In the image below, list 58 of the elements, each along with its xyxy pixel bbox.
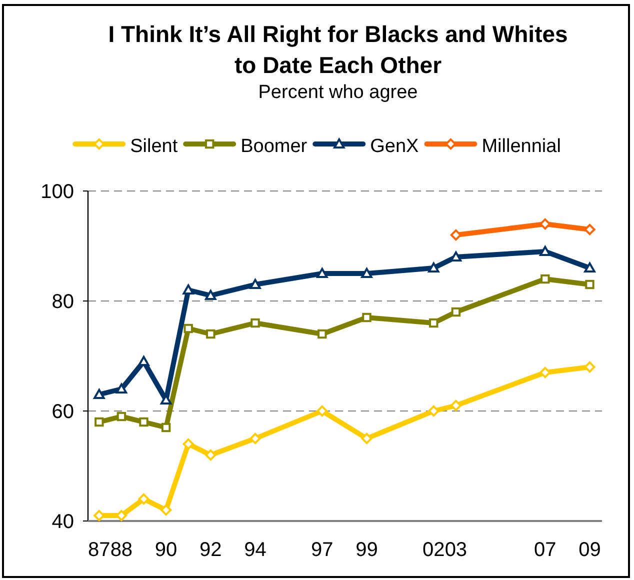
point — [94, 388, 105, 399]
point — [94, 417, 104, 427]
point — [428, 405, 440, 417]
y-tick-label: 100 — [40, 181, 74, 203]
chart-subtitle: Percent who agree — [258, 82, 418, 103]
x-tick-label: 09 — [578, 539, 601, 561]
y-tick-label: 40 — [52, 511, 74, 533]
point — [540, 246, 551, 256]
x-tick-label: 87 — [88, 539, 110, 561]
point — [116, 383, 128, 394]
point — [182, 438, 194, 450]
point — [428, 262, 440, 272]
point — [584, 361, 596, 373]
x-tick-label: 03 — [444, 539, 468, 561]
point — [584, 224, 596, 236]
x-tick-label: 07 — [534, 539, 556, 561]
point — [540, 274, 550, 284]
point — [138, 493, 150, 505]
point — [585, 280, 594, 290]
x-tick-label: 02 — [422, 539, 445, 561]
point — [160, 504, 172, 516]
legend-label: Boomer — [240, 136, 308, 157]
x-tick-label: 90 — [154, 539, 178, 561]
point — [451, 307, 461, 317]
legend-label: Silent — [130, 136, 178, 157]
point — [116, 412, 126, 422]
point — [250, 278, 261, 289]
legend-label: Millennial — [482, 136, 561, 157]
chart-title: I Think It’s All Right for Blacks and Whites to Date Each Other — [108, 21, 568, 78]
point — [450, 400, 462, 412]
point — [184, 324, 193, 334]
point — [362, 312, 372, 322]
point — [205, 449, 216, 461]
point — [182, 284, 194, 294]
point — [161, 422, 171, 432]
y-tick-label: 80 — [52, 291, 74, 313]
point — [316, 405, 328, 417]
x-tick-label: 88 — [110, 539, 133, 561]
point — [138, 356, 150, 366]
point — [316, 268, 328, 278]
point — [250, 432, 261, 444]
point — [540, 218, 551, 230]
point — [250, 318, 260, 328]
point — [318, 329, 327, 339]
point — [361, 268, 372, 278]
point — [361, 432, 372, 444]
point — [206, 329, 216, 339]
point — [205, 290, 216, 300]
x-tick-label: 92 — [200, 539, 222, 561]
x-tick-label: 97 — [311, 539, 334, 561]
point — [540, 366, 551, 378]
x-tick-label: 99 — [356, 539, 378, 561]
legend-label: GenX — [370, 136, 420, 157]
x-tick-label: 94 — [244, 539, 266, 561]
point — [429, 318, 438, 328]
y-tick-label: 60 — [52, 401, 74, 423]
point — [584, 262, 596, 272]
point — [139, 417, 148, 427]
